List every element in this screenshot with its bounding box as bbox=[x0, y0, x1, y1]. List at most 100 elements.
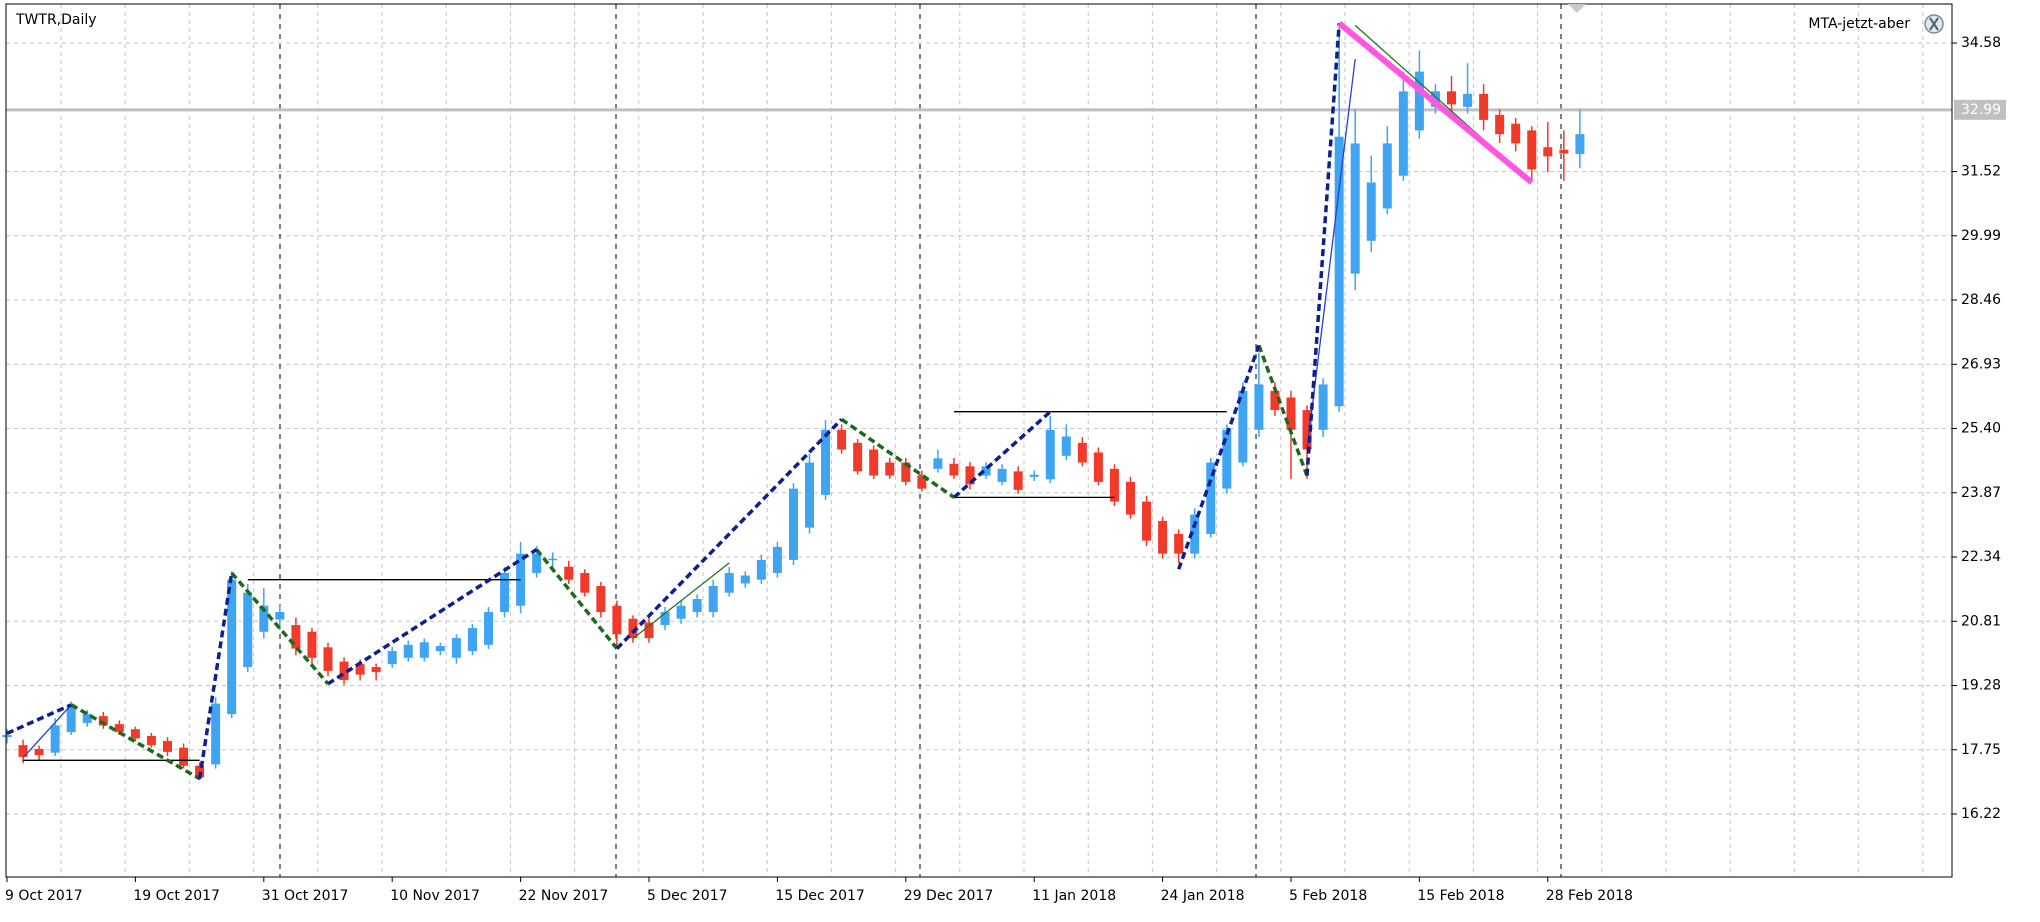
candle-body bbox=[484, 612, 493, 645]
bid-label: 32.99 bbox=[1961, 102, 2001, 118]
candle-body bbox=[435, 646, 445, 652]
overlay-line bbox=[23, 411, 1227, 761]
y-tick-label: 22.34 bbox=[1961, 549, 2001, 565]
candle-body bbox=[66, 704, 76, 733]
candle-body bbox=[596, 586, 606, 613]
candle-body bbox=[403, 644, 413, 658]
candle-body bbox=[419, 642, 429, 658]
x-tick-label: 19 Oct 2017 bbox=[133, 888, 220, 904]
candle-body bbox=[580, 572, 590, 593]
shift-marker bbox=[1568, 4, 1586, 13]
y-tick-label: 23.87 bbox=[1961, 485, 2001, 501]
candle-body bbox=[500, 572, 510, 613]
candle-body bbox=[1077, 442, 1087, 463]
y-tick-label: 34.58 bbox=[1961, 35, 2001, 51]
candle-body bbox=[1511, 123, 1521, 144]
candle-body bbox=[195, 765, 205, 778]
candle-body bbox=[1206, 462, 1216, 534]
overlay-line bbox=[6, 23, 1341, 779]
candle-body bbox=[275, 612, 285, 620]
candle-body bbox=[1495, 114, 1505, 135]
candle-body bbox=[724, 572, 734, 593]
x-tick-label: 15 Dec 2017 bbox=[775, 888, 864, 904]
grid bbox=[6, 4, 1952, 877]
candle-body bbox=[564, 566, 574, 580]
candle-body bbox=[740, 575, 750, 584]
candle-body bbox=[917, 475, 927, 489]
candle-body bbox=[1270, 390, 1280, 411]
candle-body bbox=[1463, 93, 1473, 107]
y-tick-label: 31.52 bbox=[1961, 164, 2001, 180]
candle-body bbox=[1398, 91, 1408, 176]
candle-body bbox=[1575, 134, 1585, 154]
candle-body bbox=[756, 559, 766, 580]
candle-body bbox=[355, 664, 365, 675]
candle-body bbox=[821, 429, 831, 495]
icon-glyph bbox=[1929, 17, 1939, 31]
candle-body bbox=[901, 462, 911, 482]
candle-body bbox=[676, 605, 686, 619]
candle-body bbox=[259, 605, 269, 632]
candle-body bbox=[1302, 410, 1312, 450]
candle-body bbox=[211, 703, 221, 765]
candle-body bbox=[644, 622, 654, 639]
y-tick-label: 19.28 bbox=[1961, 678, 2001, 694]
candle-body bbox=[114, 724, 124, 733]
candle-body bbox=[1061, 436, 1071, 456]
candle-body bbox=[869, 449, 879, 476]
candle-body bbox=[788, 488, 798, 560]
x-tick-label: 11 Jan 2018 bbox=[1032, 888, 1116, 904]
candle-body bbox=[1559, 149, 1569, 154]
candle-body bbox=[98, 716, 108, 726]
candle-body bbox=[130, 729, 140, 739]
candle-body bbox=[323, 647, 333, 671]
candle-body bbox=[1286, 397, 1296, 430]
candle-body bbox=[18, 745, 28, 757]
candle-body bbox=[1174, 533, 1184, 554]
candle-body bbox=[50, 725, 60, 753]
candle-body bbox=[837, 429, 847, 450]
chart-title: TWTR,Daily bbox=[15, 12, 97, 28]
candle-body bbox=[227, 579, 237, 715]
candle-body bbox=[1013, 471, 1023, 490]
overlay-line bbox=[1337, 20, 1534, 185]
x-tick-label: 24 Jan 2018 bbox=[1161, 888, 1245, 904]
y-tick-label: 20.81 bbox=[1961, 613, 2001, 629]
candle-body bbox=[949, 463, 959, 476]
candle-body bbox=[1382, 143, 1392, 209]
candle-body bbox=[805, 462, 814, 528]
candle-body bbox=[1126, 481, 1135, 515]
candle-body bbox=[1350, 143, 1360, 274]
candle-body bbox=[451, 638, 461, 658]
candle-body bbox=[548, 558, 558, 561]
y-tick-label: 17.75 bbox=[1961, 742, 2001, 758]
candle-body bbox=[1109, 468, 1119, 502]
candle-body bbox=[1158, 520, 1168, 554]
candle-body bbox=[1029, 474, 1039, 477]
x-tick-label: 22 Nov 2017 bbox=[519, 888, 609, 904]
candle-body bbox=[179, 747, 189, 766]
plot-area bbox=[2, 20, 1585, 781]
y-tick-label: 16.22 bbox=[1961, 806, 2001, 822]
x-tick-label: 15 Feb 2018 bbox=[1417, 888, 1504, 904]
candle-body bbox=[146, 735, 156, 746]
candle-body bbox=[1366, 182, 1376, 241]
candle-body bbox=[1414, 71, 1424, 131]
x-tick-label: 28 Feb 2018 bbox=[1546, 888, 1633, 904]
candle-body bbox=[1238, 390, 1248, 463]
x-tick-label: 5 Dec 2017 bbox=[647, 888, 728, 904]
x-tick-label: 9 Oct 2017 bbox=[5, 888, 83, 904]
candle-body bbox=[997, 468, 1007, 482]
candle-body bbox=[628, 618, 638, 639]
candle-body bbox=[708, 586, 718, 613]
candle-body bbox=[1142, 501, 1152, 541]
candle-body bbox=[612, 605, 622, 635]
candle-body bbox=[772, 546, 782, 573]
candle-body bbox=[1190, 514, 1200, 554]
x-tick-label: 10 Nov 2017 bbox=[390, 888, 480, 904]
candle-body bbox=[82, 714, 92, 723]
candle-body bbox=[1318, 384, 1328, 430]
